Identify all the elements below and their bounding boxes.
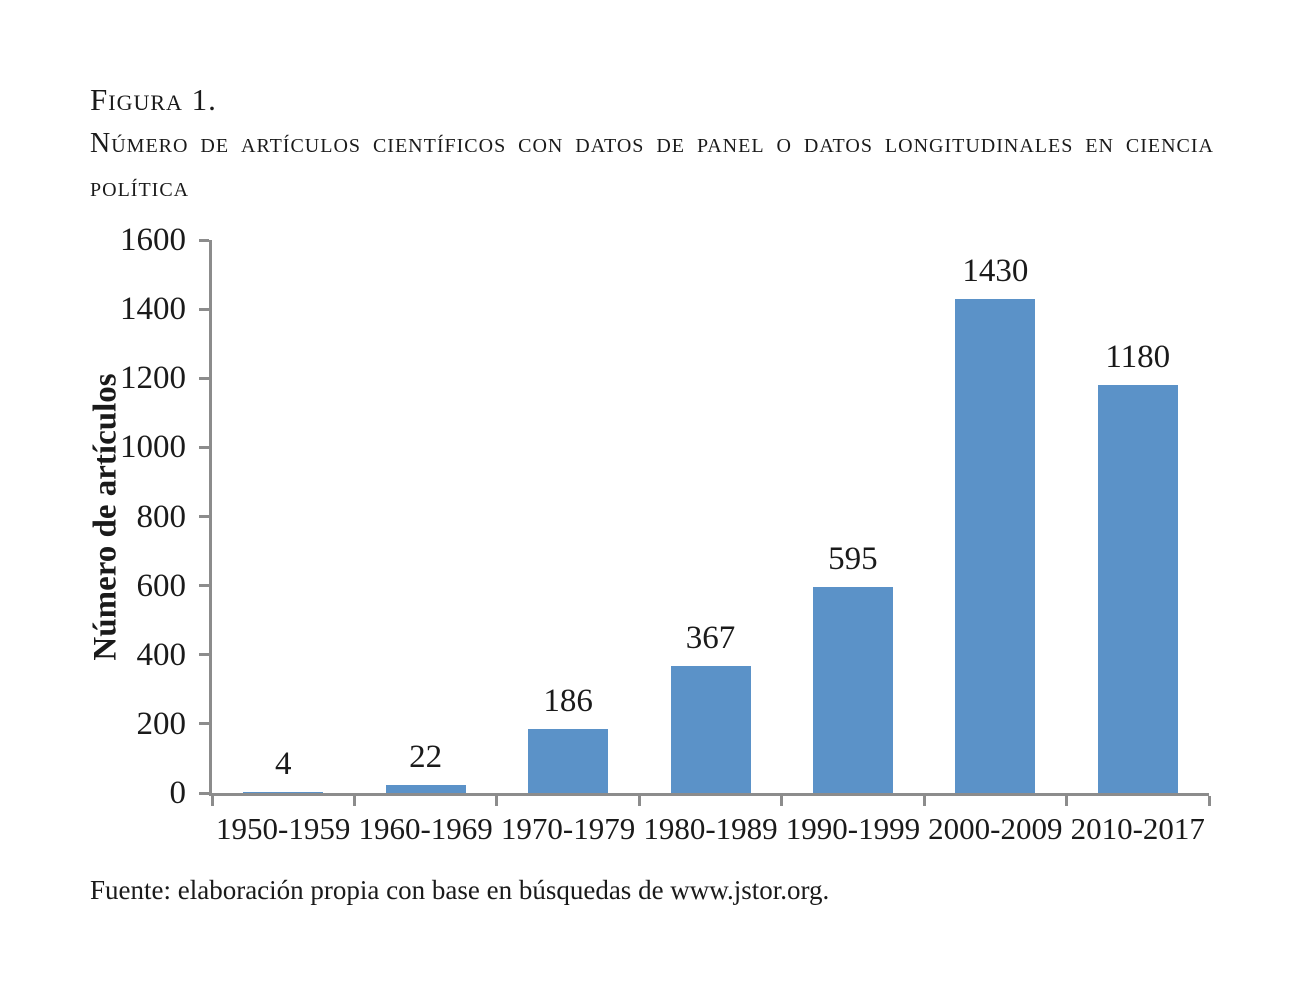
bar-value-label: 186	[543, 683, 593, 719]
bar	[955, 299, 1036, 793]
y-tick-label: 1400	[120, 291, 186, 328]
y-tick-mark	[199, 307, 209, 311]
bar-value-label: 1180	[1105, 339, 1171, 375]
bar-value-label: 4	[274, 746, 292, 782]
plot-area: 4 22 186 367 595 1430 1180	[209, 240, 1209, 796]
x-tick-mark	[637, 796, 641, 806]
y-tick-label: 200	[136, 705, 187, 742]
x-axis-label: 1960-1969	[358, 811, 493, 846]
y-tick-mark	[199, 722, 209, 726]
x-tick-mark	[922, 796, 926, 806]
bar	[385, 785, 466, 793]
bar-value-label: 367	[685, 620, 736, 656]
y-tick-mark	[199, 515, 209, 518]
x-tick-mark	[352, 796, 356, 806]
bar-value-label: 22	[409, 739, 443, 775]
source-note: Fuente: elaboración propia con base en b…	[90, 875, 830, 905]
x-tick-mark	[210, 796, 214, 806]
y-tick-mark	[199, 238, 209, 242]
x-axis-label: 1950-1959	[216, 811, 351, 846]
y-tick-label: 1000	[120, 429, 186, 466]
y-tick-mark	[199, 376, 209, 380]
y-tick-label: 600	[136, 567, 187, 604]
y-tick-label: 400	[136, 636, 187, 673]
y-tick-mark	[199, 653, 209, 657]
x-axis-label: 1980-1989	[643, 811, 778, 846]
bar-value-label: 595	[828, 541, 878, 577]
bar-value-label: 1430	[962, 253, 1029, 289]
figure-caption: Número de artículos científicos con dato…	[90, 128, 1214, 203]
x-tick-mark	[495, 796, 499, 806]
bar	[528, 729, 609, 793]
y-tick-label: 1600	[120, 222, 186, 258]
y-tick-mark	[199, 584, 209, 588]
y-tick-mark	[199, 791, 209, 795]
y-tick-label: 800	[136, 498, 187, 535]
x-axis-label: 2000-2009	[928, 811, 1063, 846]
bar	[670, 666, 751, 793]
x-axis-label: 1990-1999	[785, 811, 921, 846]
y-tick-mark	[199, 445, 209, 449]
x-axis-label: 2010-2017	[1070, 811, 1205, 846]
y-tick-label: 1200	[120, 360, 186, 397]
x-tick-mark	[780, 796, 784, 806]
x-axis-label: 1970-1979	[500, 811, 636, 846]
bar	[1097, 385, 1178, 793]
x-tick-mark	[1207, 796, 1211, 806]
bar	[243, 792, 324, 793]
y-tick-label: 0	[169, 775, 187, 811]
x-tick-mark	[1065, 796, 1069, 806]
figure-label: Figura 1.	[90, 82, 217, 117]
bar	[812, 587, 893, 793]
figure-title-block: Figura 1. Número de artículos científico…	[90, 78, 1214, 210]
